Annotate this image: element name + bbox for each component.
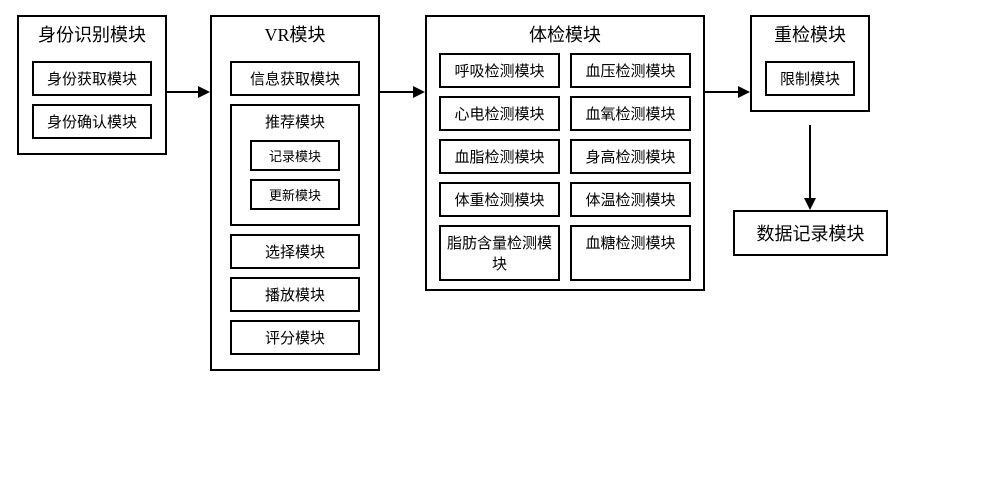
- arrow: [809, 125, 811, 200]
- recheck-module: 重检模块 限制模块: [750, 15, 870, 112]
- exam-item: 血压检测模块: [570, 53, 691, 88]
- recheck-title: 重检模块: [752, 17, 868, 53]
- exam-item: 呼吸检测模块: [439, 53, 560, 88]
- exam-title: 体检模块: [427, 17, 703, 53]
- diagram-canvas: 身份识别模块 身份获取模块 身份确认模块 VR模块 信息获取模块 推荐模块 记录…: [0, 0, 1000, 503]
- vr-update: 更新模块: [250, 179, 340, 210]
- exam-module: 体检模块 呼吸检测模块 血压检测模块 心电检测模块 血氧检测模块 血脂检测模块 …: [425, 15, 705, 291]
- vr-recommend-title: 推荐模块: [236, 111, 354, 132]
- arrow: [705, 91, 740, 93]
- exam-item: 体重检测模块: [439, 182, 560, 217]
- vr-record: 记录模块: [250, 140, 340, 171]
- exam-grid: 呼吸检测模块 血压检测模块 心电检测模块 血氧检测模块 血脂检测模块 身高检测模…: [427, 53, 703, 289]
- exam-item: 身高检测模块: [570, 139, 691, 174]
- arrow: [380, 91, 415, 93]
- datarec-module: 数据记录模块: [733, 210, 888, 256]
- exam-item: 脂肪含量检测模块: [439, 225, 560, 281]
- exam-item: 体温检测模块: [570, 182, 691, 217]
- exam-item: 心电检测模块: [439, 96, 560, 131]
- vr-score: 评分模块: [230, 320, 360, 355]
- vr-title: VR模块: [212, 17, 378, 53]
- datarec-title: 数据记录模块: [757, 224, 865, 244]
- arrow-head-icon: [413, 86, 425, 98]
- recheck-limit: 限制模块: [765, 61, 855, 96]
- identity-acquire: 身份获取模块: [32, 61, 152, 96]
- arrow-head-icon: [198, 86, 210, 98]
- vr-module: VR模块 信息获取模块 推荐模块 记录模块 更新模块 选择模块 播放模块 评分模…: [210, 15, 380, 371]
- identity-confirm: 身份确认模块: [32, 104, 152, 139]
- arrow-head-icon: [738, 86, 750, 98]
- identity-module: 身份识别模块 身份获取模块 身份确认模块: [17, 15, 167, 155]
- identity-title: 身份识别模块: [19, 17, 165, 53]
- exam-item: 血脂检测模块: [439, 139, 560, 174]
- vr-info: 信息获取模块: [230, 61, 360, 96]
- arrow-head-icon: [804, 198, 816, 210]
- arrow: [167, 91, 200, 93]
- exam-item: 血氧检测模块: [570, 96, 691, 131]
- exam-item: 血糖检测模块: [570, 225, 691, 281]
- vr-select: 选择模块: [230, 234, 360, 269]
- vr-play: 播放模块: [230, 277, 360, 312]
- vr-recommend: 推荐模块 记录模块 更新模块: [230, 104, 360, 226]
